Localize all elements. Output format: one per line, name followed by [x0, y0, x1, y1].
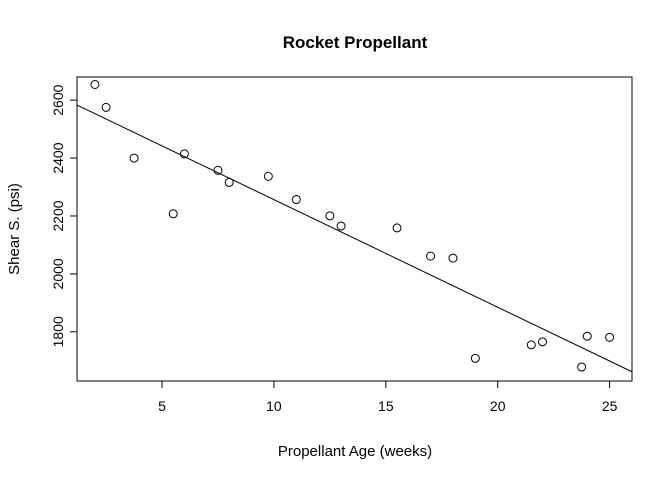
data-point — [291, 195, 301, 205]
data-point — [101, 102, 111, 112]
y-tick-label: 2200 — [50, 200, 66, 231]
y-axis-label: Shear S. (psi) — [6, 183, 23, 275]
data-point — [263, 171, 273, 181]
data-point — [129, 153, 139, 163]
data-point — [213, 165, 223, 175]
x-tick-label: 20 — [490, 398, 506, 414]
x-axis: 5 10 15 20 25 — [158, 381, 618, 414]
data-point — [224, 177, 234, 187]
data-point — [179, 149, 189, 159]
data-point — [448, 253, 458, 263]
data-points — [90, 79, 615, 372]
y-tick-label: 2400 — [50, 142, 66, 173]
data-point — [577, 362, 587, 372]
y-tick-label: 2600 — [50, 84, 66, 115]
chart-title: Rocket Propellant — [283, 33, 428, 52]
plot-frame — [76, 76, 633, 382]
data-point — [582, 331, 592, 341]
data-point — [537, 337, 547, 347]
x-tick-label: 10 — [266, 398, 282, 414]
regression-line-group — [76, 104, 633, 373]
data-point — [325, 211, 335, 221]
data-point — [470, 353, 480, 363]
data-point — [605, 332, 615, 342]
data-point — [526, 340, 536, 350]
x-tick-label: 15 — [378, 398, 394, 414]
x-tick-label: 5 — [158, 398, 166, 414]
data-point — [336, 221, 346, 231]
data-point — [168, 209, 178, 219]
data-point — [426, 251, 436, 261]
x-axis-label: Propellant Age (weeks) — [278, 443, 432, 460]
y-tick-label: 1800 — [50, 316, 66, 347]
x-tick-label: 25 — [602, 398, 618, 414]
data-point — [90, 79, 100, 89]
y-tick-label: 2000 — [50, 258, 66, 289]
regression-line — [76, 104, 633, 373]
data-point — [392, 223, 402, 233]
y-axis: 1800 2000 2200 2400 2600 — [50, 84, 77, 347]
